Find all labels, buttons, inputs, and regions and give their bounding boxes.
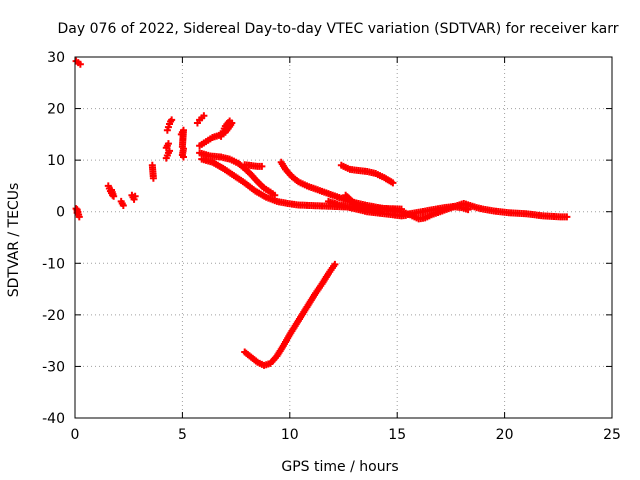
series-cluster-1.5h bbox=[104, 182, 118, 200]
y-tick-labels: -40 -30 -20 -10 0 10 20 30 bbox=[42, 50, 65, 427]
data-point bbox=[149, 174, 157, 182]
grid-lines bbox=[75, 57, 612, 418]
data-point bbox=[76, 60, 84, 68]
y-tick-label: 20 bbox=[47, 102, 65, 118]
series-cluster-2.7h bbox=[128, 191, 139, 203]
data-point bbox=[376, 208, 384, 216]
data-point bbox=[119, 202, 127, 210]
data-point bbox=[258, 162, 266, 170]
data-point bbox=[131, 192, 139, 200]
x-tick-label: 5 bbox=[178, 427, 187, 443]
axis-ticks bbox=[74, 56, 613, 419]
y-tick-label: -10 bbox=[42, 256, 65, 272]
data-point bbox=[563, 213, 571, 221]
data-point bbox=[331, 260, 339, 268]
data-point bbox=[217, 132, 225, 140]
x-tick-label: 20 bbox=[496, 427, 514, 443]
x-tick-label: 0 bbox=[71, 427, 80, 443]
y-tick-label: -40 bbox=[42, 411, 65, 427]
x-tick-labels: 0 5 10 15 20 25 bbox=[71, 427, 621, 443]
data-point bbox=[168, 116, 176, 124]
data-point bbox=[108, 186, 116, 194]
y-tick-label: -30 bbox=[42, 359, 65, 375]
data-point bbox=[179, 153, 187, 161]
y-tick-label: -20 bbox=[42, 308, 65, 324]
series-cluster-4.3h-c bbox=[163, 116, 176, 134]
series-cluster-5.0h bbox=[177, 126, 187, 161]
series-cluster-5.8h bbox=[193, 112, 208, 127]
series-start-high bbox=[72, 57, 84, 68]
series-dip bbox=[241, 260, 339, 369]
series-start-zero bbox=[72, 205, 83, 221]
y-tick-label: 10 bbox=[47, 153, 65, 169]
y-tick-label: 30 bbox=[47, 50, 65, 66]
y-axis-label: SDTVAR / TECUs bbox=[6, 183, 22, 298]
series-cluster-3.6h bbox=[148, 161, 157, 182]
series-cluster-2.2h bbox=[117, 197, 127, 210]
data-point bbox=[200, 112, 208, 120]
series-track-1b bbox=[241, 161, 266, 170]
series-track-1 bbox=[196, 149, 279, 199]
x-tick-label: 10 bbox=[281, 427, 299, 443]
data-points bbox=[72, 57, 571, 369]
series-arc-a bbox=[196, 117, 236, 150]
series-track-6 bbox=[342, 191, 384, 216]
series-cluster-4.3h-b bbox=[162, 140, 172, 152]
y-tick-label: 0 bbox=[56, 205, 65, 221]
series-cluster-4.3h-a bbox=[162, 147, 174, 162]
series-track-4 bbox=[337, 161, 397, 187]
plot-frame bbox=[74, 56, 613, 419]
series-track-3 bbox=[277, 158, 571, 223]
x-tick-label: 25 bbox=[603, 427, 621, 443]
x-tick-label: 15 bbox=[388, 427, 406, 443]
x-axis-label: GPS time / hours bbox=[281, 459, 398, 475]
data-point bbox=[464, 206, 472, 214]
data-point bbox=[164, 140, 172, 148]
data-point bbox=[389, 179, 397, 187]
chart-title: Day 076 of 2022, Sidereal Day-to-day VTE… bbox=[58, 21, 619, 37]
